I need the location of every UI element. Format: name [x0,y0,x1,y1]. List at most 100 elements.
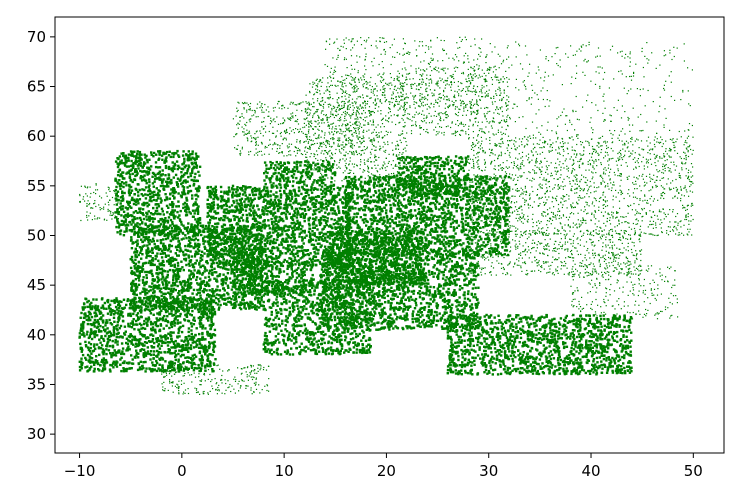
data-point [284,213,288,216]
data-point [115,199,117,201]
data-point [80,311,83,315]
data-point [173,313,176,317]
data-point [322,207,326,210]
data-point [147,172,151,175]
data-point [209,208,213,212]
data-point [316,249,320,252]
data-point [199,224,203,227]
data-point [156,337,160,340]
data-point [106,312,110,315]
data-point [319,216,323,220]
data-point [178,368,181,371]
data-point [225,277,228,280]
data-point [90,329,93,332]
data-point [160,232,163,236]
data-point [293,245,296,248]
data-point [159,323,162,326]
data-point [306,188,310,192]
data-point [309,239,312,243]
data-point [196,304,199,307]
data-point [80,363,84,367]
data-point [205,346,208,349]
data-point [249,304,252,307]
data-point [266,257,269,260]
data-point [319,203,322,206]
data-point [221,255,224,258]
data-point [312,247,315,250]
data-point [222,233,225,236]
data-point [252,215,256,218]
data-point [92,298,95,301]
data-point [197,298,200,301]
data-point [209,237,212,241]
data-point [170,235,174,238]
data-point [113,190,115,192]
data-point [199,256,202,260]
data-point [112,331,116,334]
data-point [148,297,151,300]
data-point [209,193,212,197]
data-point [80,219,82,222]
data-point [143,178,146,182]
data-point [271,214,275,217]
data-point [332,260,335,263]
data-point [210,265,213,269]
data-point [187,150,190,153]
data-point [173,301,176,304]
data-point [139,332,142,336]
data-point [325,202,328,205]
data-point [117,199,119,201]
data-point [314,199,318,202]
data-point [81,329,84,332]
data-point [180,182,183,186]
data-point [230,237,233,240]
data-point [210,318,213,322]
data-point [218,306,221,309]
data-point [80,333,84,336]
data-point [156,172,159,176]
data-point [263,193,267,196]
data-point [82,198,84,200]
data-point [118,206,122,209]
data-point [136,150,139,153]
data-point [169,239,173,243]
data-point [80,350,83,353]
data-point [195,278,198,282]
data-point [110,323,114,326]
data-point [86,205,88,207]
data-point [199,277,202,280]
data-point [195,306,198,309]
data-point [231,252,234,255]
data-point [161,220,164,223]
data-point [187,282,191,285]
data-point [268,205,271,209]
data-point [177,342,180,346]
data-point [314,239,318,242]
data-point [146,346,149,349]
data-point [278,199,281,203]
data-point [134,258,137,261]
data-point [112,329,115,332]
data-point [239,259,242,262]
data-point [82,316,86,319]
data-point [122,307,125,310]
data-point [184,348,187,351]
data-point [236,208,240,212]
data-point [94,361,98,364]
data-point [154,331,157,334]
data-point [143,334,146,337]
data-point [164,159,167,162]
data-point [138,198,142,201]
data-point [255,233,258,236]
data-point [323,192,326,195]
data-point [181,287,184,290]
data-point [170,213,173,216]
data-point [170,301,173,304]
data-point [253,219,257,222]
data-point [131,320,134,323]
data-point [137,167,140,170]
data-point [118,351,121,354]
data-point [118,184,122,188]
data-point [193,353,196,357]
data-point [172,341,175,344]
